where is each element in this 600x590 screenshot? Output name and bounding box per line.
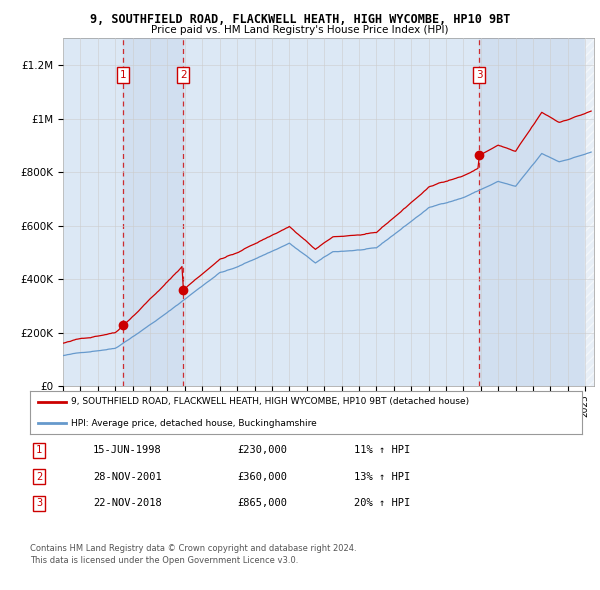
Text: This data is licensed under the Open Government Licence v3.0.: This data is licensed under the Open Gov… [30,556,298,565]
Text: 2: 2 [180,70,187,80]
Text: 3: 3 [476,70,482,80]
Text: 9, SOUTHFIELD ROAD, FLACKWELL HEATH, HIGH WYCOMBE, HP10 9BT: 9, SOUTHFIELD ROAD, FLACKWELL HEATH, HIG… [90,13,510,26]
Text: Price paid vs. HM Land Registry's House Price Index (HPI): Price paid vs. HM Land Registry's House … [151,25,449,35]
Bar [479,38,594,386]
Text: 15-JUN-1998: 15-JUN-1998 [93,445,162,455]
Text: 28-NOV-2001: 28-NOV-2001 [93,472,162,481]
Text: £230,000: £230,000 [237,445,287,455]
Text: 1: 1 [36,445,42,455]
Text: 13% ↑ HPI: 13% ↑ HPI [354,472,410,481]
Text: 9, SOUTHFIELD ROAD, FLACKWELL HEATH, HIGH WYCOMBE, HP10 9BT (detached house): 9, SOUTHFIELD ROAD, FLACKWELL HEATH, HIG… [71,397,470,407]
Text: £865,000: £865,000 [237,499,287,508]
Text: 20% ↑ HPI: 20% ↑ HPI [354,499,410,508]
Bar [585,38,594,386]
Text: HPI: Average price, detached house, Buckinghamshire: HPI: Average price, detached house, Buck… [71,418,317,428]
Text: Contains HM Land Registry data © Crown copyright and database right 2024.: Contains HM Land Registry data © Crown c… [30,545,356,553]
Text: 11% ↑ HPI: 11% ↑ HPI [354,445,410,455]
Text: 3: 3 [36,499,42,508]
Bar [123,38,184,386]
Text: £360,000: £360,000 [237,472,287,481]
Text: 2: 2 [36,472,42,481]
Text: 22-NOV-2018: 22-NOV-2018 [93,499,162,508]
Text: 1: 1 [120,70,127,80]
